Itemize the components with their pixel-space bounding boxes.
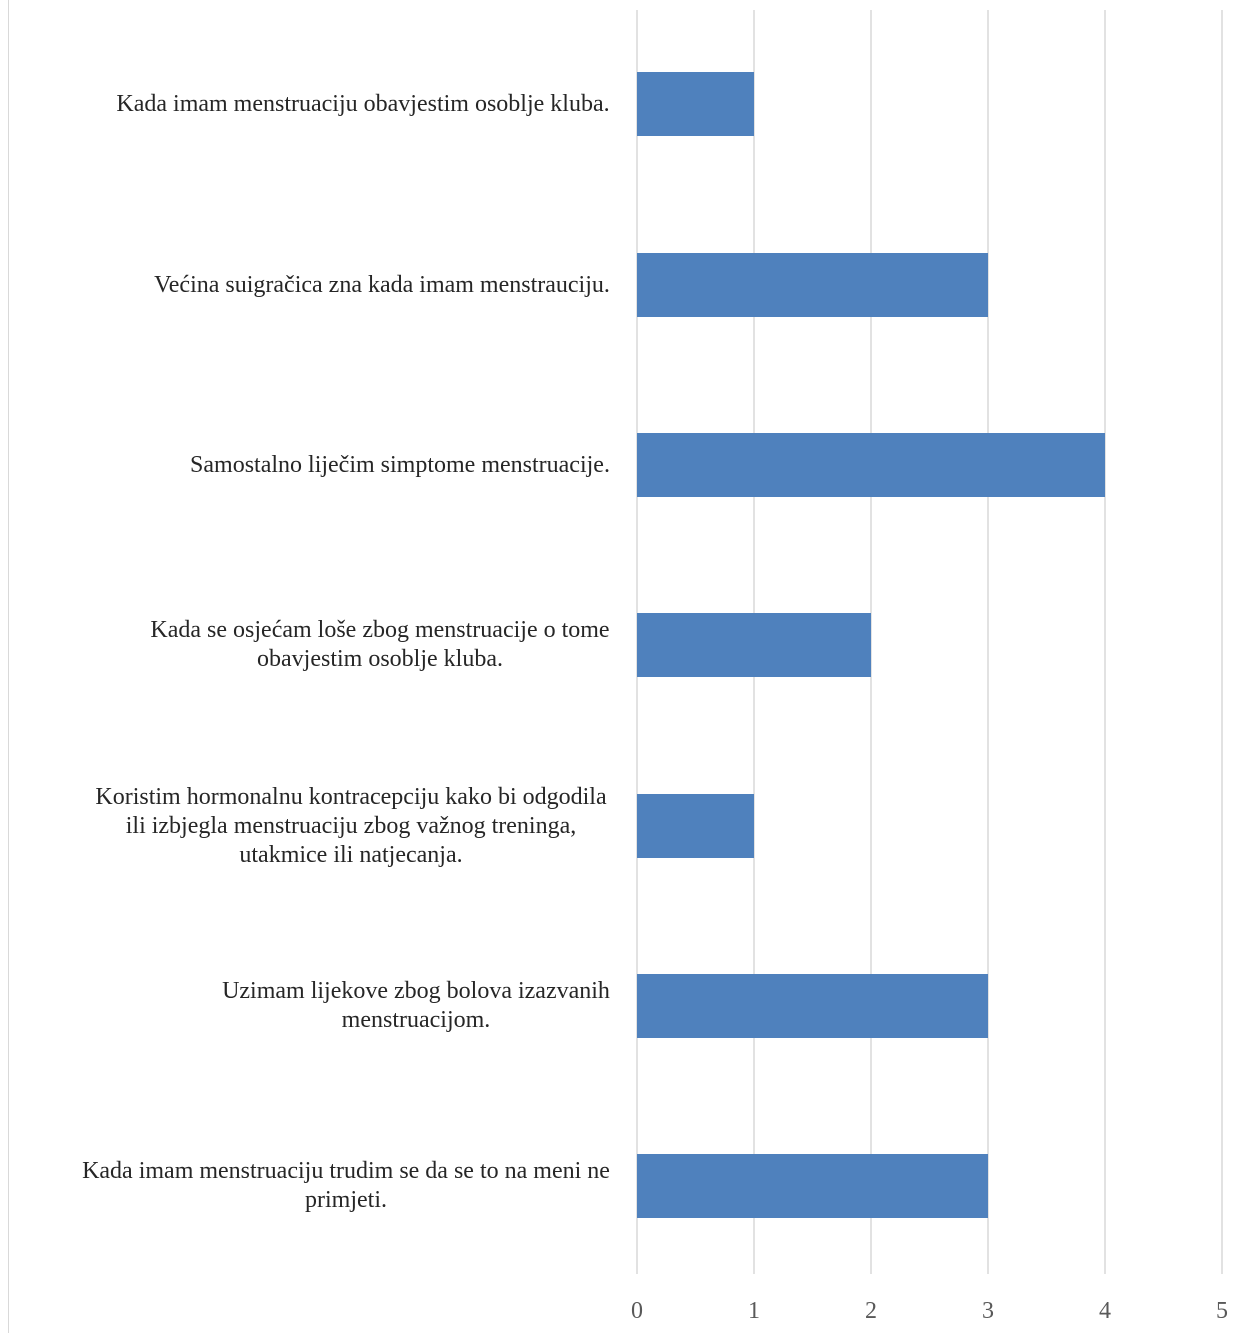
bar-4 xyxy=(637,613,871,677)
bar-1 xyxy=(637,72,754,136)
category-label-5: Koristim hormonalnu kontracepciju kako b… xyxy=(95,783,607,868)
category-label-4: Kada se osjećam loše zbog menstruacije o… xyxy=(150,617,610,672)
bar-5 xyxy=(637,794,754,858)
category-label-7: Kada imam menstruaciju trudim se da se t… xyxy=(82,1158,610,1213)
x-tick-label-0: 0 xyxy=(631,1298,643,1324)
x-tick-label-2: 2 xyxy=(865,1298,877,1324)
category-label-1: Kada imam menstruaciju obavjestim osoblj… xyxy=(116,90,610,117)
x-tick-label-5: 5 xyxy=(1216,1298,1228,1324)
category-label-3: Samostalno liječim simptome menstruacije… xyxy=(190,451,610,478)
chart-frame-left-border xyxy=(8,0,9,1333)
bar-6 xyxy=(637,974,988,1038)
bar-7 xyxy=(637,1154,988,1218)
category-label-2: Većina suigračica zna kada imam menstrau… xyxy=(154,271,610,298)
bar-2 xyxy=(637,253,988,317)
x-tick-label-4: 4 xyxy=(1099,1298,1111,1324)
x-tick-label-3: 3 xyxy=(982,1298,994,1324)
category-label-6: Uzimam lijekove zbog bolova izazvanih me… xyxy=(222,978,610,1033)
bar-3 xyxy=(637,433,1105,497)
x-tick-label-1: 1 xyxy=(748,1298,760,1324)
